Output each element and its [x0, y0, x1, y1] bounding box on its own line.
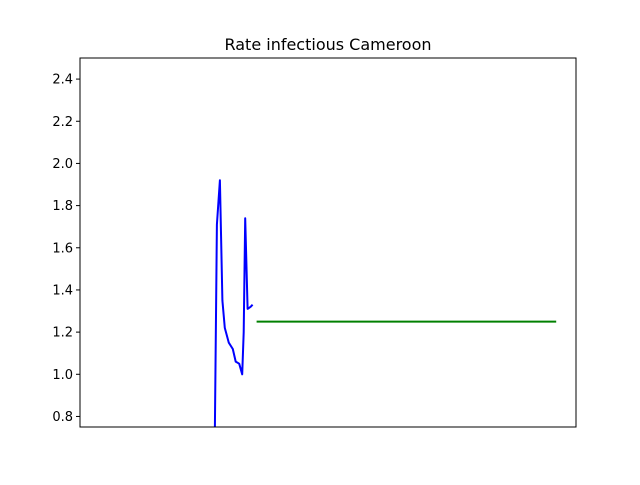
- y-tick-label: 2.0: [52, 157, 73, 172]
- y-tick-label: 2.2: [52, 115, 73, 130]
- y-tick-label: 1.6: [52, 241, 73, 256]
- y-tick-label: 1.2: [52, 326, 73, 341]
- y-tick-label: 0.8: [52, 410, 73, 425]
- y-tick-label: 1.0: [52, 368, 73, 383]
- y-axis: 0.8 1.0 1.2 1.4 1.6 1.8 2.0 2.2 2.4: [52, 73, 80, 425]
- y-tick-label: 1.4: [52, 283, 73, 298]
- series-line-0: [213, 179, 254, 428]
- chart-title: Rate infectious Cameroon: [224, 35, 431, 54]
- plot-lines: [213, 179, 557, 428]
- y-tick-label: 2.4: [52, 73, 73, 88]
- plot-frame: [79, 57, 577, 428]
- y-tick-label: 1.8: [52, 199, 73, 214]
